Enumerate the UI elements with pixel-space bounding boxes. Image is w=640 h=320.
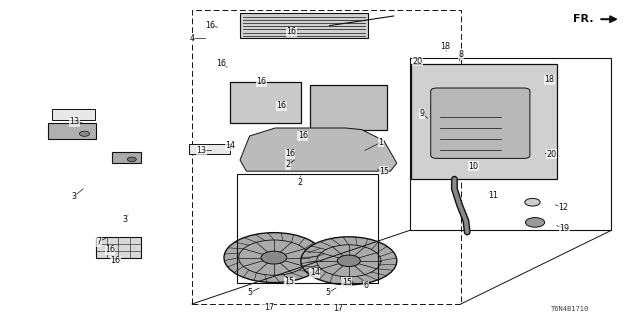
Text: 15: 15 [379, 167, 389, 176]
Text: 16: 16 [298, 132, 308, 140]
Text: 15: 15 [284, 277, 294, 286]
Circle shape [525, 218, 545, 227]
Text: 20: 20 [547, 150, 557, 159]
Polygon shape [240, 128, 397, 171]
Text: 16: 16 [256, 77, 266, 86]
Text: 12: 12 [558, 204, 568, 212]
Bar [192, 10, 461, 304]
Text: 6: 6 [364, 281, 369, 290]
FancyBboxPatch shape [431, 88, 530, 158]
Bar [411, 64, 557, 179]
Bar [112, 152, 141, 163]
Text: 16: 16 [285, 149, 295, 158]
Text: 3: 3 [71, 192, 76, 201]
Bar [240, 13, 368, 38]
Text: 10: 10 [468, 162, 479, 171]
Text: 18: 18 [440, 42, 450, 51]
Text: 14: 14 [310, 268, 320, 277]
FancyBboxPatch shape [230, 82, 301, 123]
Text: 2: 2 [285, 160, 291, 169]
Text: 16: 16 [216, 60, 226, 68]
Bar [52, 109, 95, 120]
Bar [96, 237, 141, 258]
Text: 16: 16 [286, 28, 296, 36]
Text: 9: 9 [420, 109, 425, 118]
Text: 19: 19 [559, 224, 570, 233]
Text: 16: 16 [105, 245, 115, 254]
Text: 14: 14 [225, 141, 236, 150]
Text: 15: 15 [342, 278, 352, 287]
Text: 16: 16 [110, 256, 120, 265]
Text: 11: 11 [488, 191, 498, 200]
Text: 17: 17 [264, 303, 274, 312]
Text: 18: 18 [544, 76, 554, 84]
Text: 17: 17 [333, 304, 343, 313]
Text: FR.: FR. [573, 14, 594, 24]
Text: 20: 20 [412, 57, 422, 66]
Text: 2: 2 [297, 178, 302, 187]
Circle shape [224, 233, 324, 283]
Text: 13: 13 [69, 117, 79, 126]
Circle shape [261, 251, 287, 264]
Circle shape [525, 198, 540, 206]
Circle shape [301, 237, 397, 285]
Text: 13: 13 [196, 146, 207, 155]
Text: 1: 1 [378, 138, 383, 147]
Bar [48, 123, 96, 139]
Bar [237, 174, 378, 283]
Circle shape [127, 157, 136, 162]
Text: 7: 7 [96, 237, 101, 246]
Bar [189, 144, 230, 154]
Circle shape [79, 131, 90, 136]
Circle shape [337, 255, 360, 267]
Text: 16: 16 [276, 101, 287, 110]
Text: T6N4B1710: T6N4B1710 [550, 306, 589, 312]
Text: 4: 4 [189, 34, 195, 43]
Text: 3: 3 [122, 215, 127, 224]
Bar [410, 58, 611, 230]
FancyBboxPatch shape [310, 85, 387, 130]
Text: 8: 8 [458, 50, 463, 59]
Text: 5: 5 [325, 288, 330, 297]
Text: 16: 16 [205, 21, 215, 30]
Text: 6: 6 [285, 279, 291, 288]
Text: 5: 5 [247, 288, 252, 297]
